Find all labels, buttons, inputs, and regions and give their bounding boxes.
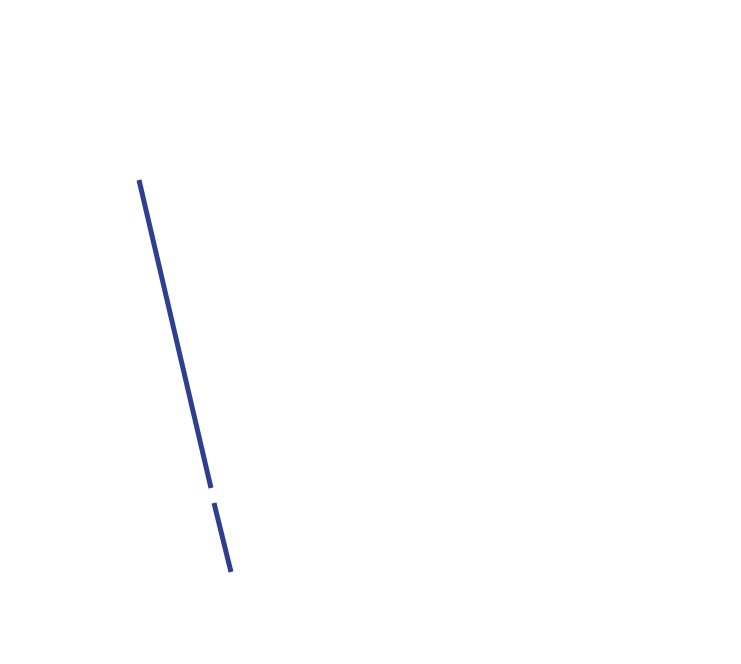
line-segment-lower bbox=[211, 502, 234, 573]
line-segment-upper bbox=[136, 179, 214, 489]
